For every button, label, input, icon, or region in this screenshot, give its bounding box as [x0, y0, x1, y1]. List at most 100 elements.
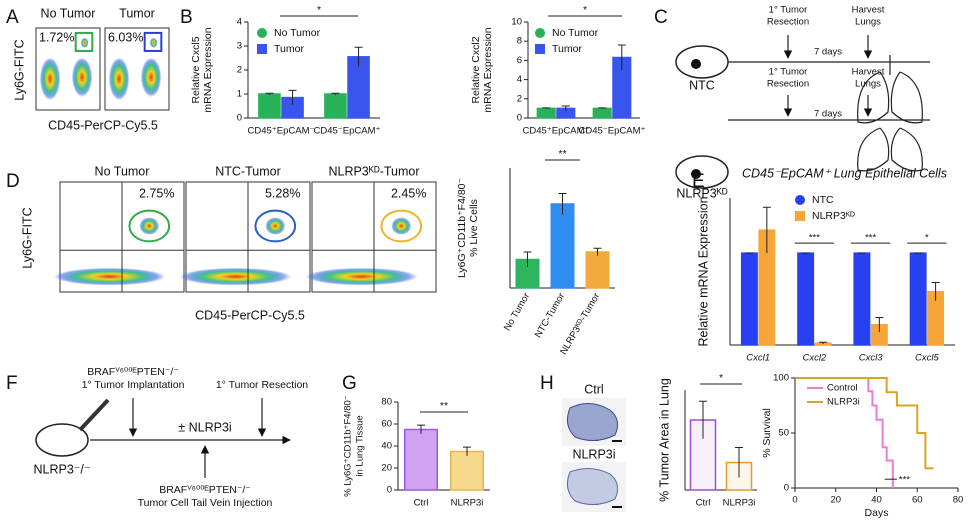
x-axis-label: CD45-PerCP-Cy5.5 — [195, 308, 305, 322]
significance-label: *** — [809, 233, 820, 244]
error-bar — [593, 247, 602, 256]
x-tick-label: NTC-Tumor — [533, 291, 567, 340]
error-bar — [523, 251, 532, 267]
gate — [143, 31, 163, 52]
bar — [909, 252, 927, 346]
event-density — [149, 37, 158, 48]
y-tick-label: 0 — [517, 113, 522, 124]
y-tick-label: 0 — [237, 113, 242, 124]
treatment-label: ± NLRP3i — [178, 420, 231, 434]
error-bar — [558, 193, 567, 215]
event-density — [391, 217, 412, 235]
gate-percent: 5.28% — [265, 186, 300, 200]
plot-title: NTC-Tumor — [215, 164, 281, 178]
x-tick-label: CD45⁻EpCAM⁺ — [313, 126, 380, 137]
gate — [380, 209, 423, 243]
legend-label: NTC — [812, 194, 834, 206]
legend-label: Tumor — [274, 43, 304, 55]
plot-title: No Tumor — [41, 6, 96, 20]
step-label: Resection — [767, 79, 809, 90]
error-bar — [819, 341, 828, 345]
bar — [550, 203, 575, 289]
gate-percent: 2.75% — [139, 186, 174, 200]
y-axis-label: % Tumor Area in Lung — [657, 378, 671, 502]
tissue-section — [566, 468, 619, 505]
y-tick-label: 0 — [784, 483, 789, 494]
y-tick-label: 60 — [381, 419, 392, 430]
panel-label: A — [6, 7, 19, 28]
x-tick-label: Cxcl2 — [802, 353, 826, 364]
tissue-section — [566, 403, 619, 441]
lung-icon — [857, 127, 923, 172]
tumor-icon — [691, 169, 701, 179]
x-tick-label: CD45⁺EpCAM⁻ — [247, 126, 314, 137]
bar — [324, 93, 347, 119]
group-label: NLRP3ᴷᴰ — [676, 186, 728, 200]
chart-title: CD45⁻EpCAM⁺ Lung Epithelial Cells — [742, 166, 947, 180]
step-label: 1° Tumor — [769, 5, 808, 16]
x-tick-label: 20 — [830, 495, 841, 506]
step-label: Resection — [767, 17, 809, 28]
event-density — [39, 57, 61, 101]
legend-label: No Tumor — [552, 27, 599, 39]
y-tick-label: 2 — [517, 93, 522, 104]
x-tick-label: Ctrl — [696, 498, 711, 509]
x-tick-label: No Tumor — [502, 291, 532, 333]
bar — [797, 252, 815, 346]
significance-label: ** — [440, 400, 448, 412]
tissue-images — [562, 398, 626, 512]
step-label: BRAFⱽ⁶⁰⁰ᴱPTEN⁻/⁻ — [159, 484, 251, 496]
bar — [740, 252, 758, 346]
y-tick-label: 100 — [773, 373, 789, 384]
legend-marker — [257, 44, 267, 54]
legend-marker — [257, 28, 267, 38]
panel-label: B — [180, 7, 193, 28]
step-label: Harvest — [852, 67, 885, 78]
mouse-icon — [675, 45, 729, 79]
legend-label: No Tumor — [274, 27, 321, 39]
error-bar — [931, 282, 940, 301]
mouse-icon — [675, 155, 729, 189]
error-bar — [417, 424, 425, 434]
x-tick-label: 0 — [792, 495, 797, 506]
event-density — [80, 37, 89, 48]
error-bar — [331, 92, 340, 95]
survival-line — [795, 377, 934, 470]
y-axis-label: Relative Cxcl5 — [190, 36, 202, 103]
step-label: 1° Tumor Implantation — [82, 379, 185, 391]
y-axis-label: Ly6G⁺CD11b⁺F4/80⁻ — [456, 178, 468, 279]
legend-marker — [795, 195, 805, 205]
syringe-icon — [78, 398, 110, 432]
y-tick-label: 80 — [381, 397, 392, 408]
significance-label: * — [719, 372, 723, 384]
significance-label: * — [583, 4, 587, 16]
x-axis-label: Days — [865, 507, 889, 519]
y-tick-label: 50 — [778, 428, 789, 439]
y-tick-label: 40 — [381, 441, 392, 452]
bar — [585, 251, 610, 289]
significance-label: * — [317, 4, 321, 16]
gate-percent: 2.45% — [391, 186, 426, 200]
y-tick-label: 6 — [517, 55, 522, 66]
interval-label: 7 days — [814, 47, 842, 58]
mouse-label: NLRP3⁻/⁻ — [34, 462, 91, 476]
legend-marker — [535, 44, 545, 54]
plot-title: Tumor — [119, 6, 155, 20]
bar — [536, 107, 556, 119]
step-label: BRAFⱽ⁶⁰⁰ᴱPTEN⁻/⁻ — [87, 366, 179, 378]
x-tick-label: NLRP3i — [451, 498, 484, 509]
image-title: Ctrl — [584, 382, 603, 396]
legend-label: NLRP3i — [827, 397, 860, 408]
event-density — [53, 267, 166, 286]
significance-label: ** — [558, 148, 566, 160]
gate — [128, 209, 171, 243]
y-tick-label: 10 — [511, 17, 522, 28]
event-density — [71, 57, 93, 97]
x-tick-label: 60 — [912, 495, 923, 506]
significance-label: *** — [899, 475, 910, 486]
lung-icon — [857, 55, 923, 124]
y-tick-label: 3 — [237, 41, 242, 52]
plot-title: No Tumor — [95, 164, 150, 178]
significance-label: * — [925, 233, 929, 244]
